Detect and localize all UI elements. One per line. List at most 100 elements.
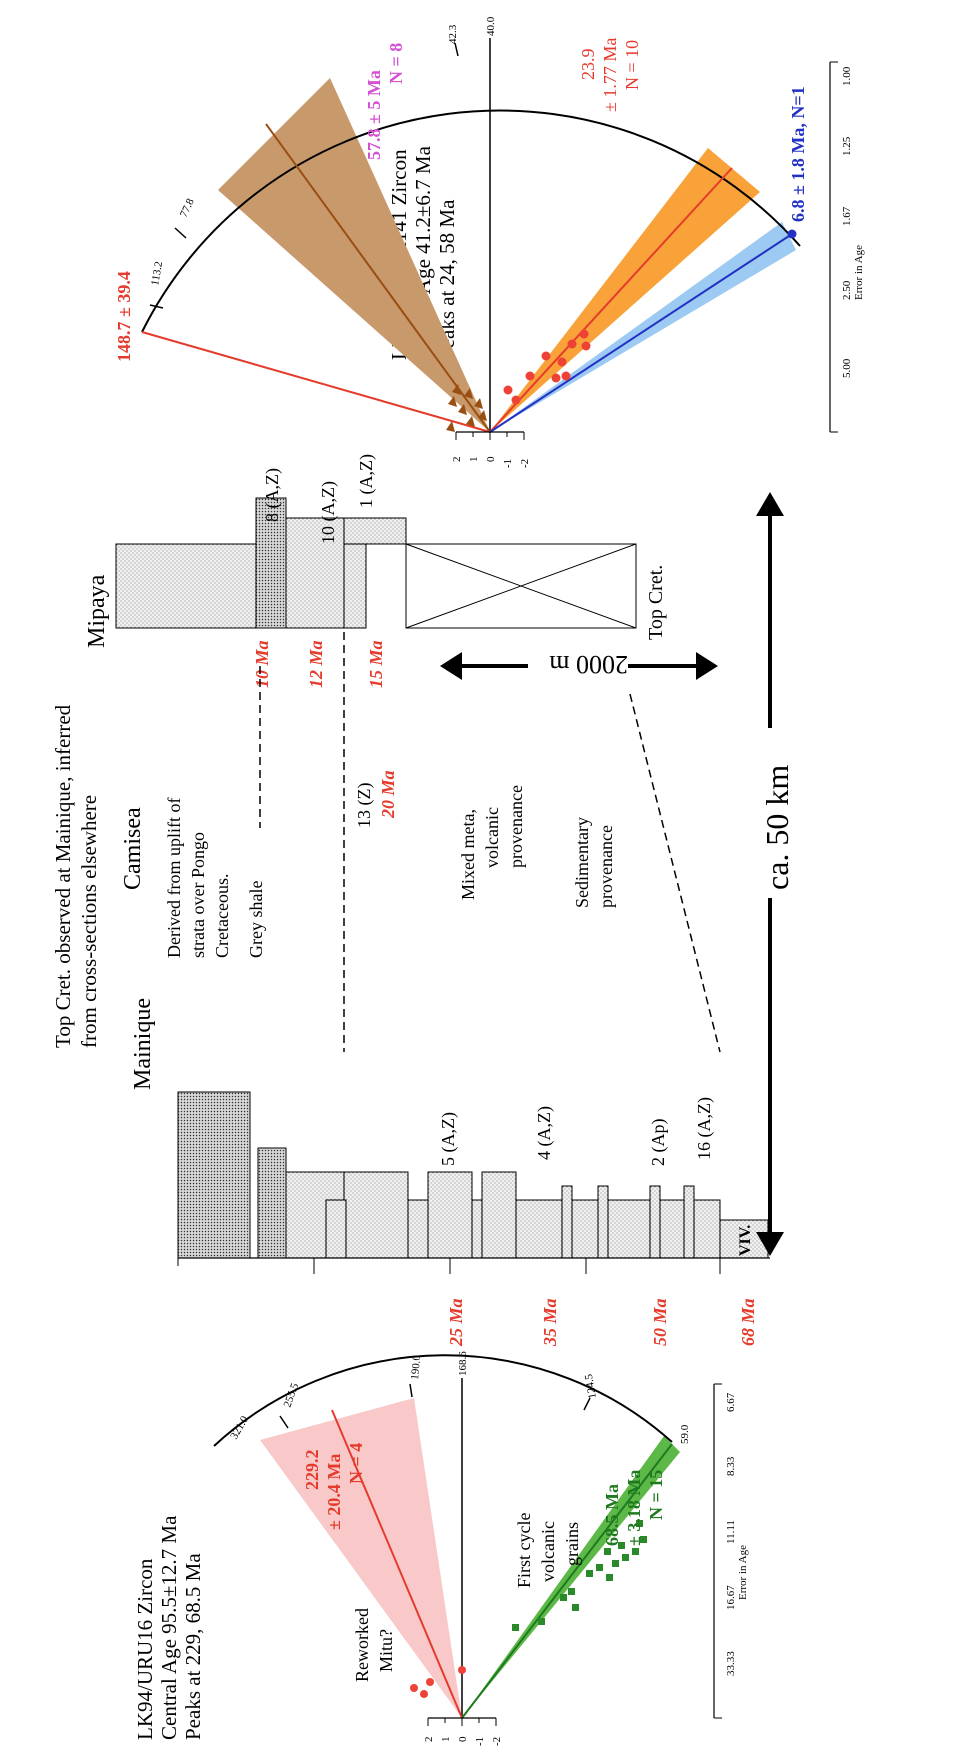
rt-z-2: 2 [451, 457, 463, 463]
orange-wedge [490, 148, 760, 432]
rb-tick-124: 124.5 [583, 1373, 599, 1400]
lbl-23-err: ± 1.77 Ma [600, 38, 620, 112]
lbl-6: 6.8 ± 1.8 Ma, N=1 [788, 86, 808, 222]
smp-10: 10 (A,Z) [318, 481, 339, 544]
note-grey-shale: Grey shale [246, 881, 266, 958]
note-first-3: grains [562, 1522, 582, 1566]
brown-wedge [218, 78, 490, 432]
top-cret-label: Top Cret. [645, 565, 667, 640]
smp-8: 8 (A,Z) [262, 468, 283, 522]
rb-err-title: Error in Age [737, 1545, 749, 1600]
lbl-68: 68.5 Ma [602, 1484, 622, 1546]
rb-err-t2: 16.67 [725, 1585, 737, 1610]
rb-z-0: 0 [457, 1736, 469, 1742]
ray-148 [141, 331, 491, 433]
red-points-bottom [410, 1666, 466, 1698]
ray-blue [489, 233, 793, 433]
green-points [512, 1520, 647, 1631]
rt-err-title: Error in Age [853, 245, 865, 300]
rb-err-t5: 6.67 [725, 1392, 737, 1412]
rt-tick-113: 113.2 [149, 260, 165, 286]
rb-z-m2: -2 [491, 1737, 503, 1746]
age-15: 15 Ma [366, 640, 386, 688]
radial-bottom: LK94/URU16 Zircon Central Age 95.5±12.7 … [133, 1351, 749, 1746]
scale-2000-text: 2000 m [549, 650, 628, 679]
radial-top: LK94/PICHA141 Zircon Central Age 41.2±6.… [114, 16, 865, 468]
rt-tick-42: 42.3 [447, 24, 459, 44]
rb-tick-168: 168.6 [457, 1351, 469, 1376]
age-25: 25 Ma [446, 1298, 466, 1347]
rt-tick-40: 40.0 [485, 16, 497, 36]
blue-point [787, 229, 797, 239]
ray-orange [489, 167, 733, 433]
lbl-68-n: N = 15 [646, 1470, 666, 1520]
smp-4: 4 (A,Z) [534, 1106, 555, 1160]
note-reworked-1: Reworked [352, 1608, 372, 1682]
age-68: 68 Ma [738, 1298, 758, 1346]
orange-points [503, 329, 591, 405]
viv-label: VIV. [737, 1225, 754, 1256]
age-35: 35 Ma [540, 1298, 560, 1347]
lbl-57-n: N = 8 [386, 43, 406, 84]
lbl-229: 229.2 [302, 1450, 322, 1491]
note-first-2: volcanic [538, 1521, 558, 1582]
stratigraphy: Top Cret. observed at Mainique, inferred… [51, 454, 795, 1347]
top-arc [141, 109, 801, 333]
rt-z-m2: -2 [519, 459, 531, 468]
rt-z-1: 1 [468, 457, 480, 463]
ray-229 [331, 1409, 463, 1719]
rb-z-1: 1 [440, 1737, 452, 1743]
rt-err-t1: 5.00 [841, 358, 853, 378]
rt-err-t3: 1.67 [841, 206, 853, 226]
rb-err-t1: 33.33 [725, 1651, 737, 1676]
rb-z-2: 2 [423, 1737, 435, 1743]
rt-err-t5: 1.00 [841, 66, 853, 86]
note-derived-2: strata over Pongo [188, 832, 208, 958]
pink-wedge [260, 1398, 462, 1718]
note-mixed-2: volcanic [482, 807, 502, 868]
sec-camisea: Camisea [120, 807, 146, 890]
ray-brown [265, 123, 491, 433]
note-sed-2: provenance [596, 825, 616, 908]
lbl-57: 57.8 ± 5 Ma [364, 70, 384, 160]
age-50: 50 Ma [650, 1298, 670, 1346]
smp-5: 5 (A,Z) [438, 1112, 459, 1166]
note-derived-1: Derived from uplift of [164, 798, 184, 958]
rt-err-t4: 1.25 [841, 136, 853, 156]
sec-mainique: Mainique [130, 998, 156, 1090]
rt-z-m1: -1 [502, 459, 514, 468]
note-mixed-1: Mixed meta, [458, 809, 478, 900]
ray-68 [461, 1443, 673, 1719]
lbl-229-n: N = 4 [346, 1443, 366, 1484]
rb-tick-59: 59.0 [679, 1424, 691, 1444]
corr-line-top-cret [629, 693, 721, 1053]
lbl-148: 148.7 ± 39.4 [114, 271, 134, 362]
note-2: from cross-sections elsewhere [77, 795, 101, 1048]
smp-1: 1 (A,Z) [356, 454, 377, 508]
brown-points [446, 384, 487, 432]
age-20: 20 Ma [378, 770, 398, 819]
rt-err-t2: 2.50 [841, 280, 853, 300]
scale-50-text: ca. 50 km [759, 765, 795, 890]
note-reworked-2: Mitu? [376, 1629, 396, 1672]
rb-title-1: LK94/URU16 Zircon [133, 1558, 157, 1740]
lbl-68-err: ± 3.18 Ma [624, 1470, 644, 1546]
rb-tick-190: 190.0 [409, 1354, 423, 1380]
sec-mipaya: Mipaya [84, 574, 110, 648]
note-sed-1: Sedimentary [572, 817, 592, 908]
bottom-arc [213, 1354, 673, 1447]
note-1: Top Cret. observed at Mainique, inferred [51, 704, 75, 1048]
smp-2: 2 (Ap) [648, 1119, 669, 1167]
smp-16: 16 (A,Z) [694, 1097, 715, 1160]
lbl-23: 23.9 [578, 49, 598, 81]
rb-z-m1: -1 [474, 1737, 486, 1746]
note-mixed-3: provenance [506, 785, 526, 868]
lbl-229-err: ± 20.4 Ma [324, 1454, 344, 1530]
rt-z-0: 0 [485, 456, 497, 462]
rb-err-t3: 11.11 [725, 1520, 737, 1544]
rb-err-t4: 8.33 [725, 1456, 737, 1476]
note-first-1: First cycle [514, 1513, 534, 1588]
lbl-23-n: N = 10 [622, 40, 642, 90]
age-10: 10 Ma [252, 640, 272, 688]
